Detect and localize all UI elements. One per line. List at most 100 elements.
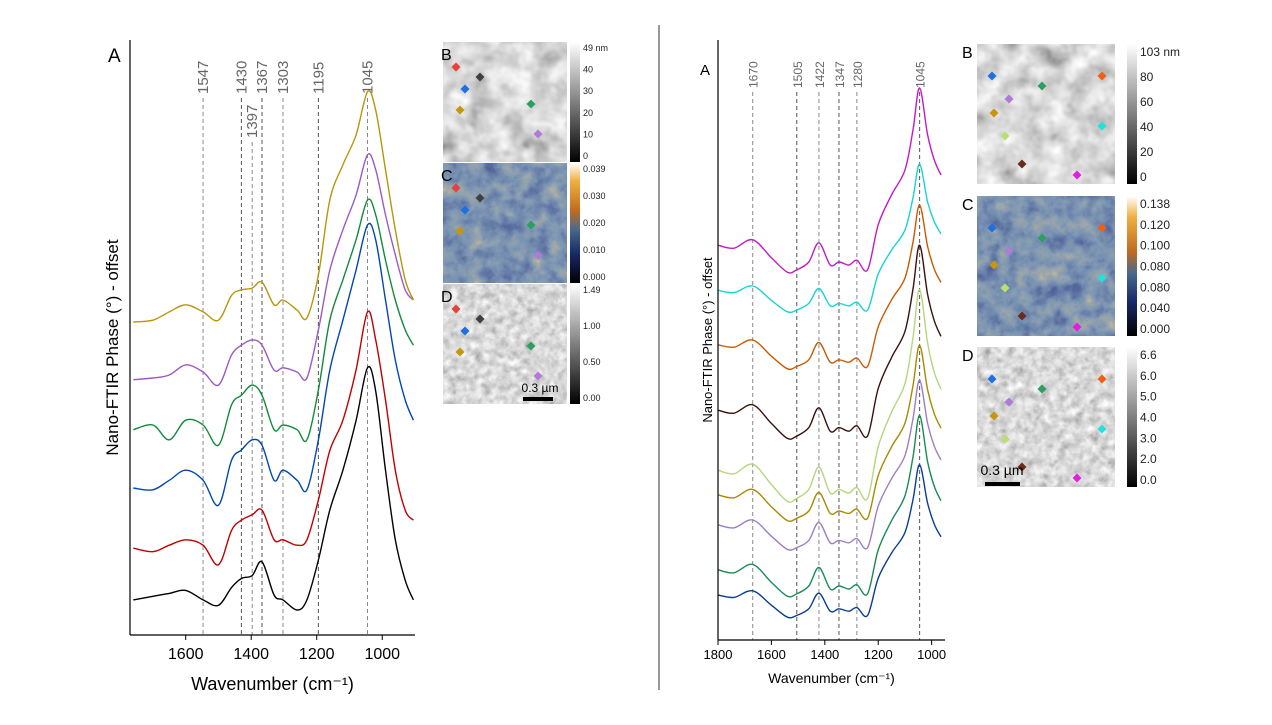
measurement-point-marker (1017, 159, 1027, 169)
measurement-point-marker (475, 72, 485, 82)
measurement-point-marker (1000, 434, 1010, 444)
spectrum-line (717, 379, 942, 551)
reference-line-label: 1195 (310, 62, 327, 94)
colorbar-tick-label: 0.039 (583, 164, 606, 174)
colorbar-tick-label: 40 (583, 65, 593, 75)
reference-line-label: 1045 (360, 61, 377, 94)
measurement-point-marker (460, 326, 470, 336)
x-tick-label: 1400 (810, 647, 839, 662)
spectrum-line (717, 244, 942, 440)
spectrum-line (133, 222, 415, 507)
map-letter: B (962, 45, 973, 62)
spectrum-line (133, 198, 415, 447)
measurement-point-marker (1097, 273, 1107, 283)
spectrum-line (717, 414, 942, 598)
measurement-point-marker (989, 260, 999, 270)
reference-line-label: 1670 (747, 61, 761, 88)
colorbar-tick-label: 20 (1140, 145, 1154, 159)
map-panel-c-phase: C 0.039 0.030 0.020 0.010 0.000 (441, 163, 606, 283)
measurement-point-marker (1097, 121, 1107, 131)
measurement-point-marker (455, 347, 465, 357)
colorbar-tick-label: 1.00 (583, 321, 601, 331)
map-panel-b-topography: B 103 nm 80 60 40 20 0 (962, 44, 1180, 184)
x-tick-label: 1000 (917, 647, 946, 662)
measurement-point-marker (1037, 81, 1047, 91)
measurement-point-marker (451, 62, 461, 72)
reference-line-label: 1280 (851, 61, 865, 88)
measurement-point-marker (1097, 71, 1107, 81)
spectrum-line (717, 204, 942, 371)
colorbar-tick-label: 4.0 (1140, 411, 1157, 425)
measurement-point-marker (475, 193, 485, 203)
colorbar-tick-label: 0.020 (583, 218, 606, 228)
spectrum-line (133, 90, 415, 323)
colorbar-tick-label: 30 (583, 86, 593, 96)
measurement-point-marker (1072, 473, 1082, 483)
measurement-point-marker (1000, 131, 1010, 141)
spectra-chart-right: A 1670 1505 1422 1347 1280 1045 1800 1600 1400 120… (700, 40, 946, 686)
x-axis-label: Wavenumber (cm⁻¹) (191, 674, 354, 694)
colorbar-tick-label: 60 (1140, 95, 1154, 109)
colorbar-tick-label: 5.0 (1140, 390, 1157, 404)
x-tick-label: 1400 (233, 646, 269, 663)
colorbar-tick-label: 0.000 (583, 272, 606, 282)
measurement-point-marker (987, 223, 997, 233)
colorbar-tick-label: 40 (1140, 120, 1154, 134)
scale-bar-label: 0.3 µm (980, 462, 1023, 478)
reference-line-label: 1397 (244, 105, 261, 138)
colorbar-tick-label: 2.0 (1140, 452, 1157, 466)
reference-line-label: 1367 (254, 61, 271, 94)
spectrum-line (717, 464, 942, 619)
x-tick-label: 1200 (299, 646, 335, 663)
x-tick-label: 1200 (864, 647, 893, 662)
x-axis-label: Wavenumber (cm⁻¹) (768, 670, 895, 686)
measurement-point-marker (1004, 246, 1014, 256)
colorbar-tick-label: 0.0 (1140, 473, 1157, 487)
measurement-point-marker (460, 84, 470, 94)
colorbar (570, 42, 580, 162)
colorbar-tick-label: 0.00 (583, 393, 601, 403)
colorbar-tick-label: 10 (583, 129, 593, 139)
map-panel-b-topography: B 49 nm 40 30 20 10 0 (441, 42, 608, 162)
measurement-point-marker (1097, 374, 1107, 384)
topography-image (443, 42, 567, 162)
colorbar-tick-label: 0.030 (583, 191, 606, 201)
topography-image (977, 44, 1115, 184)
measurement-point-marker (1097, 223, 1107, 233)
map-panel-d-amplitude: D 6.6 6.0 5.0 4.0 3.0 2.0 0.0 0.3 µm (962, 347, 1157, 487)
reference-line-label: 1422 (813, 61, 827, 88)
measurement-point-marker (1097, 424, 1107, 434)
colorbar-tick-label: 0.010 (583, 245, 606, 255)
reference-line-label: 1045 (914, 61, 928, 88)
colorbar-tick-label: 0.120 (1140, 218, 1170, 232)
amplitude-image (443, 284, 567, 404)
colorbar-tick-label: 6.6 (1140, 348, 1157, 362)
measurement-point-marker (1072, 170, 1082, 180)
measurement-point-marker (987, 374, 997, 384)
measurement-point-marker (533, 371, 543, 381)
reference-line-label: 1547 (195, 61, 212, 94)
spectrum-line (717, 344, 942, 522)
panel-letter: A (108, 46, 121, 67)
colorbar-tick-label: 103 nm (1140, 45, 1180, 59)
colorbar (1127, 347, 1137, 487)
colorbar-tick-label: 0.50 (583, 357, 601, 367)
measurement-point-marker (1004, 397, 1014, 407)
colorbar-tick-label: 0.080 (1140, 260, 1170, 274)
measurement-point-marker (1000, 283, 1010, 293)
spectrum-line (133, 365, 415, 611)
measurement-point-marker (455, 226, 465, 236)
map-letter: C (441, 168, 453, 185)
spectrum-line (133, 310, 414, 566)
map-panel-c-phase: C 0.138 0.120 0.100 0.080 0.080 0.040 0.000 (962, 196, 1170, 336)
y-axis-label: Nano-FTIR Phase (°) - offset (700, 257, 715, 423)
scale-bar (985, 482, 1020, 486)
map-letter: C (962, 197, 974, 214)
x-tick-label: 1000 (364, 646, 400, 663)
phase-image (977, 196, 1115, 336)
colorbar-tick-label: 0.100 (1140, 239, 1170, 253)
measurement-point-marker (1037, 384, 1047, 394)
panel-letter: A (700, 62, 710, 79)
measurement-point-marker (987, 71, 997, 81)
